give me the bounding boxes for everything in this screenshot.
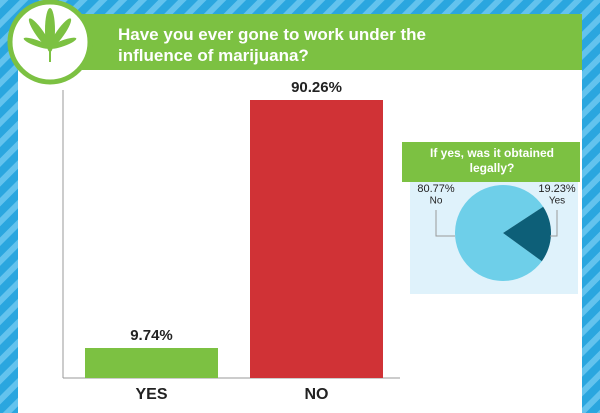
title-banner [60,14,582,70]
x-tick-label: YES [135,386,167,403]
connector [550,210,558,237]
pie-category-label: Yes [549,196,565,207]
pie-category-label: No [430,196,443,207]
pie-slice [455,184,544,281]
value-label: 90.26% [291,79,342,96]
leaf-icon [23,8,77,62]
pie-value-label: 80.77% [417,183,455,195]
bar [85,348,218,378]
pie-slice [503,206,551,262]
chart-title: Have you ever gone to work under the inf… [118,25,426,65]
x-tick-label: NO [305,386,329,403]
value-label: 9.74% [130,327,173,344]
pie-value-label: 19.23% [538,183,576,195]
pie-title-banner [402,142,580,182]
bar [250,99,383,378]
pie-title: If yes, was it obtained legally? [429,146,555,175]
connector [435,210,455,237]
